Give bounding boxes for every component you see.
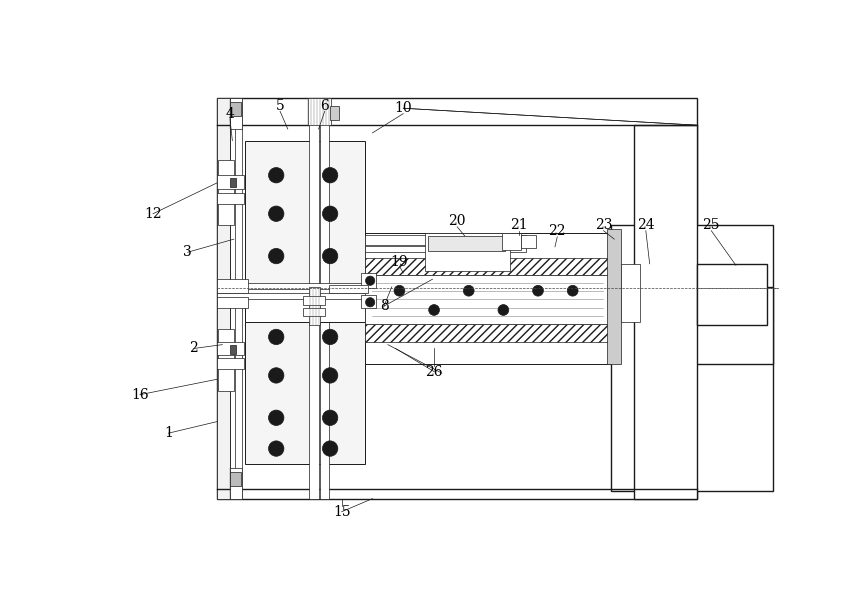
- Circle shape: [498, 305, 509, 315]
- Circle shape: [268, 441, 284, 456]
- Text: 8: 8: [379, 299, 388, 313]
- Circle shape: [268, 368, 284, 383]
- Circle shape: [464, 285, 474, 296]
- Circle shape: [365, 298, 375, 307]
- Circle shape: [322, 329, 338, 345]
- Text: 22: 22: [549, 225, 566, 238]
- Circle shape: [322, 168, 338, 183]
- Bar: [217, 297, 247, 308]
- Bar: [246, 310, 365, 464]
- Bar: [361, 273, 377, 289]
- Text: 12: 12: [144, 207, 161, 221]
- Text: 2: 2: [189, 342, 198, 355]
- Bar: [309, 287, 320, 326]
- Bar: [329, 285, 368, 293]
- Circle shape: [322, 368, 338, 383]
- Bar: [217, 359, 244, 369]
- Bar: [217, 293, 617, 299]
- Bar: [621, 264, 641, 321]
- Bar: [230, 468, 241, 498]
- Bar: [611, 225, 773, 491]
- Bar: [217, 98, 230, 498]
- Bar: [219, 160, 233, 194]
- Bar: [303, 296, 325, 305]
- Bar: [217, 193, 244, 204]
- Circle shape: [322, 441, 338, 456]
- Bar: [219, 329, 233, 360]
- Bar: [303, 308, 325, 316]
- Bar: [320, 98, 329, 498]
- Bar: [365, 246, 527, 252]
- Circle shape: [322, 410, 338, 425]
- Bar: [635, 125, 697, 498]
- Text: 24: 24: [637, 218, 654, 232]
- Circle shape: [533, 285, 543, 296]
- Text: 10: 10: [394, 101, 412, 115]
- Bar: [365, 237, 426, 271]
- Bar: [365, 235, 527, 245]
- Bar: [217, 342, 244, 355]
- Text: 26: 26: [425, 365, 443, 378]
- Bar: [217, 175, 244, 189]
- Bar: [502, 233, 521, 250]
- Bar: [230, 98, 241, 129]
- Text: 25: 25: [702, 218, 720, 232]
- Bar: [230, 472, 240, 485]
- Bar: [217, 283, 617, 289]
- Circle shape: [322, 248, 338, 264]
- Circle shape: [268, 248, 284, 264]
- Bar: [697, 264, 766, 326]
- Circle shape: [268, 410, 284, 425]
- Bar: [230, 178, 236, 187]
- Text: 16: 16: [131, 388, 148, 402]
- Text: 23: 23: [595, 218, 612, 232]
- Text: 21: 21: [510, 218, 528, 232]
- Bar: [365, 258, 611, 276]
- Bar: [521, 235, 536, 248]
- Bar: [309, 98, 319, 498]
- Bar: [361, 295, 377, 308]
- Bar: [230, 345, 236, 354]
- Circle shape: [429, 305, 439, 315]
- Bar: [608, 229, 621, 364]
- Bar: [308, 98, 331, 125]
- Bar: [230, 102, 240, 116]
- Bar: [219, 364, 233, 391]
- Bar: [424, 233, 510, 271]
- Text: 6: 6: [320, 99, 329, 113]
- Bar: [365, 233, 611, 364]
- Bar: [219, 198, 233, 225]
- Circle shape: [268, 206, 284, 222]
- Text: 1: 1: [164, 426, 173, 440]
- Bar: [365, 324, 611, 342]
- Bar: [217, 279, 247, 293]
- Circle shape: [568, 285, 578, 296]
- Bar: [696, 287, 773, 364]
- Text: 19: 19: [391, 255, 408, 269]
- Text: 5: 5: [276, 99, 285, 113]
- Text: 20: 20: [449, 214, 466, 229]
- Circle shape: [394, 285, 404, 296]
- Bar: [246, 287, 365, 321]
- Bar: [365, 276, 611, 324]
- Circle shape: [268, 329, 284, 345]
- Circle shape: [268, 168, 284, 183]
- Bar: [330, 106, 339, 120]
- Circle shape: [365, 276, 375, 285]
- Bar: [428, 236, 505, 251]
- Bar: [246, 141, 365, 298]
- Bar: [217, 98, 697, 498]
- Text: 4: 4: [226, 107, 234, 121]
- Circle shape: [322, 206, 338, 222]
- Text: 3: 3: [183, 245, 192, 259]
- Text: 15: 15: [332, 505, 351, 519]
